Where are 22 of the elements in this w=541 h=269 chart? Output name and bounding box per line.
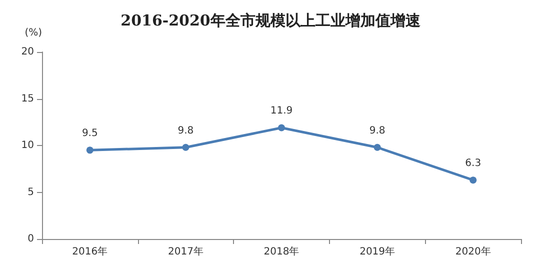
x-tick-label: 2016年	[72, 246, 108, 258]
point	[182, 144, 190, 151]
data-label: 6.3	[465, 158, 482, 170]
x-tick-label: 2020年	[455, 246, 491, 258]
y-tick-label: 15	[21, 93, 34, 104]
data-label: 11.9	[270, 106, 293, 117]
y-tick-label: 0	[28, 234, 34, 244]
point	[278, 124, 285, 132]
y-tick-label: 10	[21, 140, 34, 151]
point	[86, 146, 94, 154]
x-tick-label: 2017年	[168, 246, 204, 258]
y-axis-title: (%)	[24, 28, 42, 38]
y-tick-label: 20	[21, 46, 34, 58]
x-tick-label: 2018年	[264, 246, 300, 258]
chart-title: 2016-2020年全市规模以上工业增加值增速	[120, 12, 422, 30]
point	[374, 144, 381, 151]
x-tick-label: 2019年	[360, 246, 396, 258]
data-label: 9.5	[82, 128, 98, 140]
data-label: 9.8	[369, 125, 386, 136]
point	[470, 176, 477, 184]
y-tick-label: 5	[28, 186, 34, 198]
data-label: 9.8	[178, 125, 194, 136]
